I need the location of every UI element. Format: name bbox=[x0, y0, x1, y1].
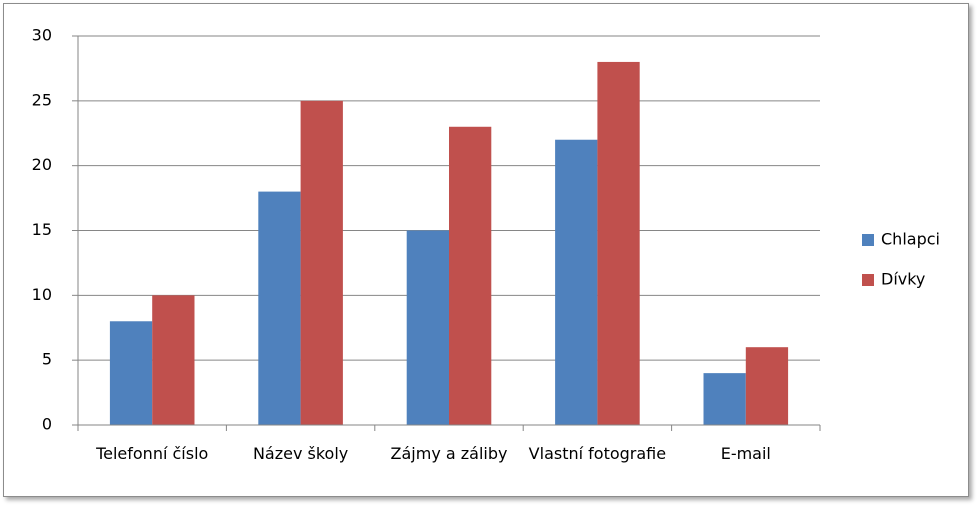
x-tick-label: Vlastní fotografie bbox=[528, 444, 667, 463]
x-tick-label: E-mail bbox=[720, 444, 771, 463]
bar bbox=[109, 321, 153, 425]
bar bbox=[449, 126, 492, 426]
x-tick-label: Název školy bbox=[252, 444, 349, 463]
legend-label: Dívky bbox=[881, 270, 925, 289]
bar bbox=[745, 347, 789, 425]
x-tick-label: Zájmy a záliby bbox=[390, 444, 508, 463]
bar bbox=[300, 100, 343, 425]
y-tick-label: 15 bbox=[32, 220, 52, 239]
y-tick-label: 5 bbox=[42, 350, 52, 369]
y-tick-label: 20 bbox=[32, 155, 52, 174]
legend-swatch bbox=[862, 274, 874, 286]
bar bbox=[555, 139, 598, 425]
y-tick-label: 0 bbox=[42, 415, 52, 434]
y-tick-label: 10 bbox=[32, 285, 52, 304]
x-tick-label: Telefonní číslo bbox=[96, 444, 209, 463]
bar bbox=[406, 230, 449, 425]
bar bbox=[152, 295, 195, 425]
legend-label: Chlapci bbox=[881, 230, 940, 249]
bar bbox=[258, 191, 301, 425]
y-tick-label: 25 bbox=[32, 90, 52, 109]
bar bbox=[703, 373, 746, 425]
y-tick-label: 30 bbox=[32, 26, 52, 45]
legend-swatch bbox=[862, 234, 874, 246]
bar bbox=[597, 61, 640, 425]
